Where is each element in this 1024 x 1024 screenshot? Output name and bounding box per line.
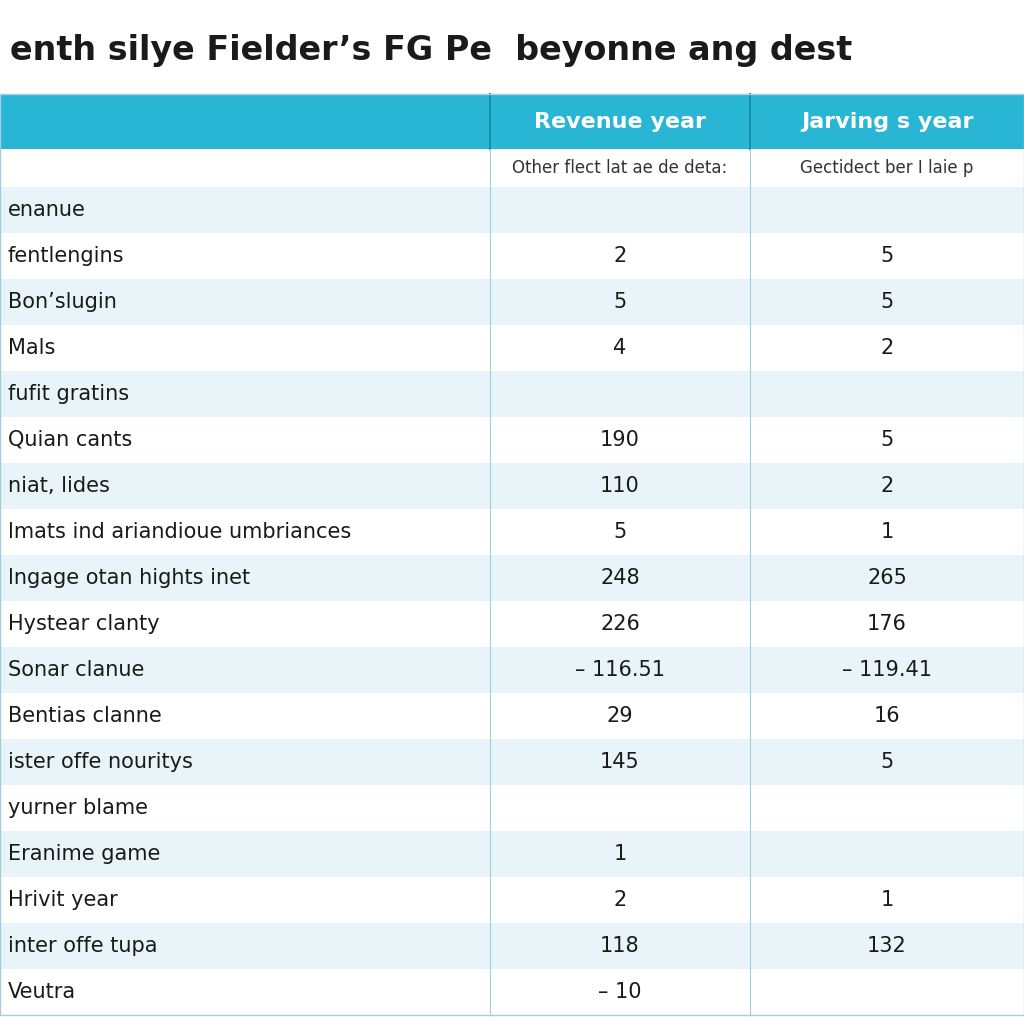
Text: 5: 5 <box>613 522 627 542</box>
Text: Eranime game: Eranime game <box>8 844 161 864</box>
Text: 265: 265 <box>867 568 907 588</box>
Text: fentlengins: fentlengins <box>8 246 125 266</box>
Text: 2: 2 <box>613 890 627 910</box>
Bar <box>0 693 1024 739</box>
Text: Mals: Mals <box>8 338 55 358</box>
Bar <box>0 150 1024 187</box>
Bar <box>0 279 1024 325</box>
Text: ister offe nouritys: ister offe nouritys <box>8 752 193 772</box>
Text: fufit gratins: fufit gratins <box>8 384 129 404</box>
Text: Veutra: Veutra <box>8 982 76 1002</box>
Text: 110: 110 <box>600 476 640 496</box>
Bar <box>0 785 1024 831</box>
Text: 29: 29 <box>606 706 633 726</box>
Text: 1: 1 <box>881 522 894 542</box>
Bar <box>0 187 1024 233</box>
Text: Quian cants: Quian cants <box>8 430 132 450</box>
Text: – 10: – 10 <box>598 982 642 1002</box>
Text: 226: 226 <box>600 614 640 634</box>
Text: enanue: enanue <box>8 200 86 220</box>
Text: niat, lides: niat, lides <box>8 476 110 496</box>
Text: 16: 16 <box>873 706 900 726</box>
Text: lngage otan hights inet: lngage otan hights inet <box>8 568 250 588</box>
Bar <box>0 94 1024 150</box>
Text: yurner blame: yurner blame <box>8 798 148 818</box>
Bar <box>0 877 1024 923</box>
Text: Other flect lat ae de deta:: Other flect lat ae de deta: <box>512 159 728 177</box>
Text: Gectidect ber I laie p: Gectidect ber I laie p <box>801 159 974 177</box>
Text: Sonar clanue: Sonar clanue <box>8 660 144 680</box>
Bar <box>0 325 1024 371</box>
Text: Bentias clanne: Bentias clanne <box>8 706 162 726</box>
Text: – 119.41: – 119.41 <box>842 660 932 680</box>
Bar <box>0 969 1024 1015</box>
Text: 176: 176 <box>867 614 907 634</box>
Text: lmats ind ariandioue umbriances: lmats ind ariandioue umbriances <box>8 522 351 542</box>
Bar <box>0 647 1024 693</box>
Bar <box>0 555 1024 601</box>
Text: enth silye Fielder’s FG Pe  beyonne ang dest: enth silye Fielder’s FG Pe beyonne ang d… <box>10 34 852 67</box>
Text: Hystear clanty: Hystear clanty <box>8 614 160 634</box>
Text: 132: 132 <box>867 936 907 956</box>
Bar <box>0 463 1024 509</box>
Text: 118: 118 <box>600 936 640 956</box>
Text: 1: 1 <box>613 844 627 864</box>
Text: Hrivit year: Hrivit year <box>8 890 118 910</box>
Bar <box>0 94 1024 1015</box>
Bar <box>0 371 1024 417</box>
Bar <box>0 417 1024 463</box>
Bar <box>0 509 1024 555</box>
Text: Jarving s year: Jarving s year <box>801 112 973 131</box>
Bar <box>0 923 1024 969</box>
Text: 1: 1 <box>881 890 894 910</box>
Text: 5: 5 <box>881 246 894 266</box>
Text: 2: 2 <box>613 246 627 266</box>
Bar <box>0 233 1024 279</box>
Text: 2: 2 <box>881 338 894 358</box>
Text: 190: 190 <box>600 430 640 450</box>
Text: Bon’slugin: Bon’slugin <box>8 292 117 312</box>
Text: inter offe tupa: inter offe tupa <box>8 936 158 956</box>
Text: 145: 145 <box>600 752 640 772</box>
Text: 248: 248 <box>600 568 640 588</box>
Bar <box>0 601 1024 647</box>
Text: – 116.51: – 116.51 <box>575 660 665 680</box>
Bar <box>0 739 1024 785</box>
Bar <box>0 831 1024 877</box>
Text: 2: 2 <box>881 476 894 496</box>
Text: Revenue year: Revenue year <box>534 112 706 131</box>
Text: 5: 5 <box>881 430 894 450</box>
Text: 5: 5 <box>613 292 627 312</box>
Text: 5: 5 <box>881 292 894 312</box>
Text: 4: 4 <box>613 338 627 358</box>
Text: 5: 5 <box>881 752 894 772</box>
